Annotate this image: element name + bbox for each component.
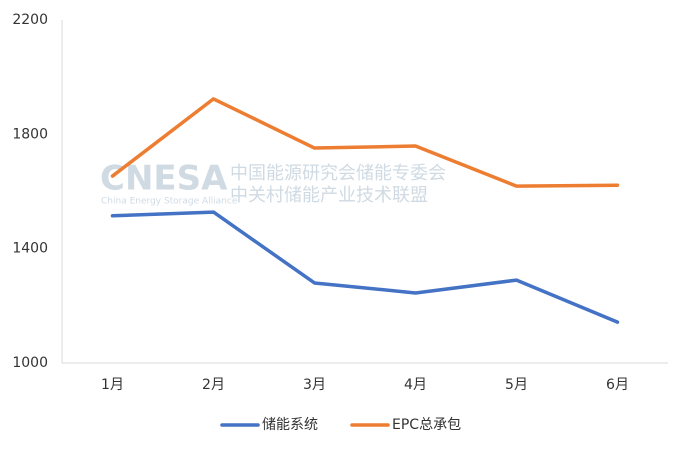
legend-label: EPC总承包 xyxy=(392,417,461,433)
watermark-subtitle: China Energy Storage Alliance xyxy=(101,197,238,207)
y-tick-label: 1400 xyxy=(12,241,48,257)
x-tick-label: 1月 xyxy=(101,377,124,393)
y-tick-label: 2200 xyxy=(12,12,48,28)
x-tick-label: 6月 xyxy=(606,377,629,393)
watermark-line: 中国能源研究会储能专委会 xyxy=(230,163,446,184)
watermark-logo: CNESA xyxy=(100,159,228,199)
y-tick-label: 1000 xyxy=(12,355,48,371)
x-tick-label: 3月 xyxy=(303,377,326,393)
x-tick-label: 4月 xyxy=(404,377,427,393)
watermark-line: 中关村储能产业技术联盟 xyxy=(230,185,428,206)
x-tick-label: 5月 xyxy=(505,377,528,393)
series-line xyxy=(110,210,620,324)
series-line xyxy=(110,97,620,188)
x-tick-label: 2月 xyxy=(202,377,225,393)
watermark: CNESA China Energy Storage Alliance 中国能源… xyxy=(100,159,446,207)
legend-label: 储能系统 xyxy=(262,417,318,433)
y-tick-label: 1800 xyxy=(12,126,48,142)
